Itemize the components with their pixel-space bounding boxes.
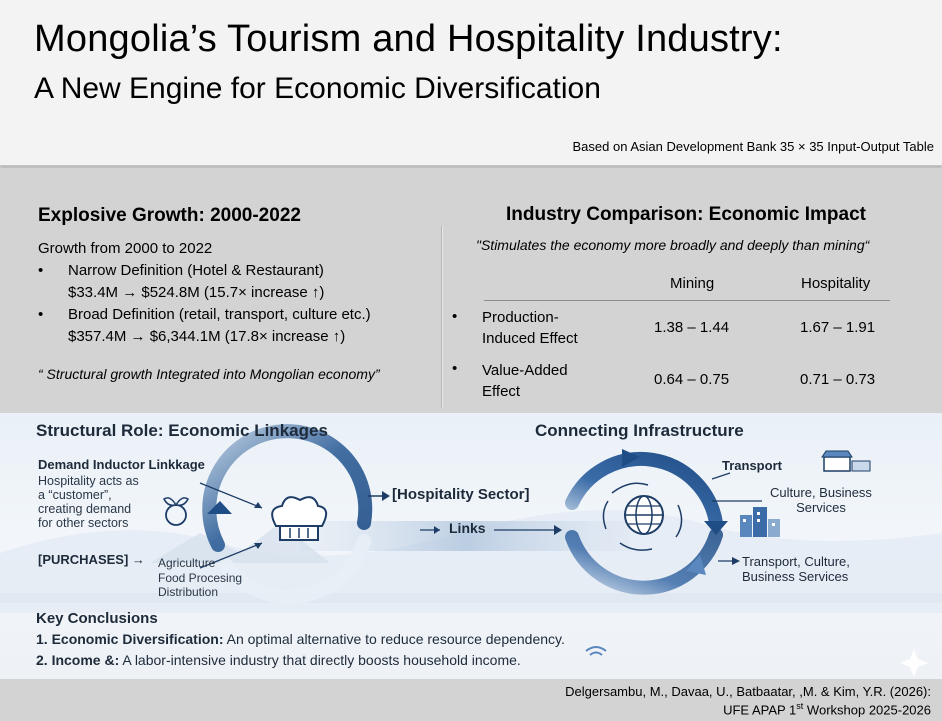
bullet-dot: • <box>38 262 44 279</box>
comparison-quote: "Stimulates the economy more broadly and… <box>476 237 870 253</box>
column-header-hospitality: Hospitality <box>801 275 871 292</box>
structural-role-title: Structural Role: Economic Linkages <box>36 421 328 440</box>
purchases-label: [PURCHASES] → <box>38 552 145 567</box>
comparison-title: Industry Comparison: Economic Impact <box>506 204 866 225</box>
demand-description-line: creating demand <box>38 502 132 516</box>
conclusion-item: 1. Economic Diversification: An optimal … <box>36 631 565 647</box>
demand-description: Hospitality acts as a “customer”, creati… <box>38 474 158 530</box>
bullet-line1: Broad Definition (retail, transport, cul… <box>68 306 371 323</box>
bullet-line2: $33.4M → $524.8M (15.7× increase ↑) <box>68 284 325 301</box>
demand-description-line: for other sectors <box>38 516 129 530</box>
cell-value-added-mining: 0.64 – 0.75 <box>654 371 730 388</box>
conclusion-text: A labor-intensive industry that directly… <box>119 652 521 668</box>
growth-quote: “ Structural growth Integrated into Mong… <box>38 366 380 382</box>
citation-workshop-rest: Workshop 2025-2026 <box>803 702 931 718</box>
demand-inductor-title: Demand Inductor Linkkage <box>38 457 205 472</box>
transport-culture-line: Business Services <box>742 569 849 584</box>
row-label-production: Production- Induced Effect <box>482 307 592 349</box>
purchases-item: Food Procesing <box>158 570 243 585</box>
source-note: Based on Asian Development Bank 35 × 35 … <box>572 139 934 154</box>
purchases-item: Distribution <box>158 585 219 599</box>
header: Mongolia’s Tourism and Hospitality Indus… <box>0 0 942 166</box>
conclusion-text: An optimal alternative to reduce resourc… <box>223 631 565 647</box>
cell-value-added-hospitality: 0.71 – 0.73 <box>800 371 876 388</box>
row-bullet: • <box>452 360 458 377</box>
chef-hat-icon <box>271 496 328 541</box>
growth-title: Explosive Growth: 2000-2022 <box>38 205 301 226</box>
hospitality-sector-label: [Hospitality Sector] <box>392 486 530 503</box>
row-label-line2: Effect <box>482 383 521 400</box>
citation-workshop: UFE APAP 1 <box>723 702 797 718</box>
purchases-list: Agriculture Food Procesing Distribution <box>158 556 242 600</box>
conclusion-head: 1. Economic Diversification: <box>36 631 224 647</box>
infographic: Structural Role: Economic Linkages Conne… <box>0 413 942 679</box>
table-header-rule <box>484 300 890 301</box>
transport-label: Transport <box>722 458 782 473</box>
transport-culture-line: Transport, Culture, <box>742 554 850 569</box>
conclusion-head: 2. Income &: <box>36 652 120 668</box>
key-conclusions-title: Key Conclusions <box>36 610 158 627</box>
demand-description-line: Hospitality acts as <box>38 474 139 488</box>
culture-business-label: Culture, Business Services <box>766 485 876 515</box>
building-icon <box>740 507 780 537</box>
demand-description-line: a “customer”, <box>38 488 112 502</box>
citation-superscript: st <box>796 701 804 711</box>
section-divider <box>441 226 442 408</box>
growth-intro: Growth from 2000 to 2022 <box>38 240 213 257</box>
row-label-line1: Value-Added <box>482 362 568 379</box>
row-label-value-added: Value-Added Effect <box>482 360 592 402</box>
connecting-infrastructure-title: Connecting Infrastructure <box>535 421 744 440</box>
bullet-dot: • <box>38 306 44 323</box>
middle-section: Explosive Growth: 2000-2022 Growth from … <box>0 168 942 413</box>
bullet-line2: $357.4M → $6,344.1M (17.8× increase ↑) <box>68 328 346 345</box>
bullet-line1: Narrow Definition (Hotel & Restaurant) <box>68 262 324 279</box>
links-label: Links <box>449 520 486 536</box>
transport-culture-label: Transport, Culture, Business Services <box>742 554 850 584</box>
market-icon <box>821 450 871 472</box>
page-subtitle: A New Engine for Economic Diversificatio… <box>34 72 601 105</box>
infrastructure-cycle-ring <box>565 449 728 595</box>
linkage-cycle-ring <box>202 424 373 605</box>
infographic-artwork <box>0 424 942 677</box>
cell-production-mining: 1.38 – 1.44 <box>654 319 730 336</box>
row-label-line1: Production- <box>482 309 559 326</box>
agriculture-icon <box>163 497 189 526</box>
footer: Delgersambu, M., Davaa, U., Batbaatar, ,… <box>0 679 942 721</box>
row-bullet: • <box>452 308 458 325</box>
culture-business-line: Services <box>796 500 846 515</box>
citation-line2: UFE APAP 1st Workshop 2025-2026 <box>723 701 931 717</box>
row-label-line2: Induced Effect <box>482 330 578 347</box>
purchases-item: Agriculture <box>158 556 216 570</box>
citation-line1: Delgersambu, M., Davaa, U., Batbaatar, ,… <box>565 684 931 699</box>
comparison-table: Mining Hospitality • Production- Induced… <box>450 272 890 408</box>
culture-business-line: Culture, Business <box>770 485 872 500</box>
page-title: Mongolia’s Tourism and Hospitality Indus… <box>34 18 783 60</box>
conclusion-item: 2. Income &: A labor-intensive industry … <box>36 652 521 668</box>
cell-production-hospitality: 1.67 – 1.91 <box>800 319 876 336</box>
globe-icon <box>624 495 664 535</box>
column-header-mining: Mining <box>670 275 715 292</box>
